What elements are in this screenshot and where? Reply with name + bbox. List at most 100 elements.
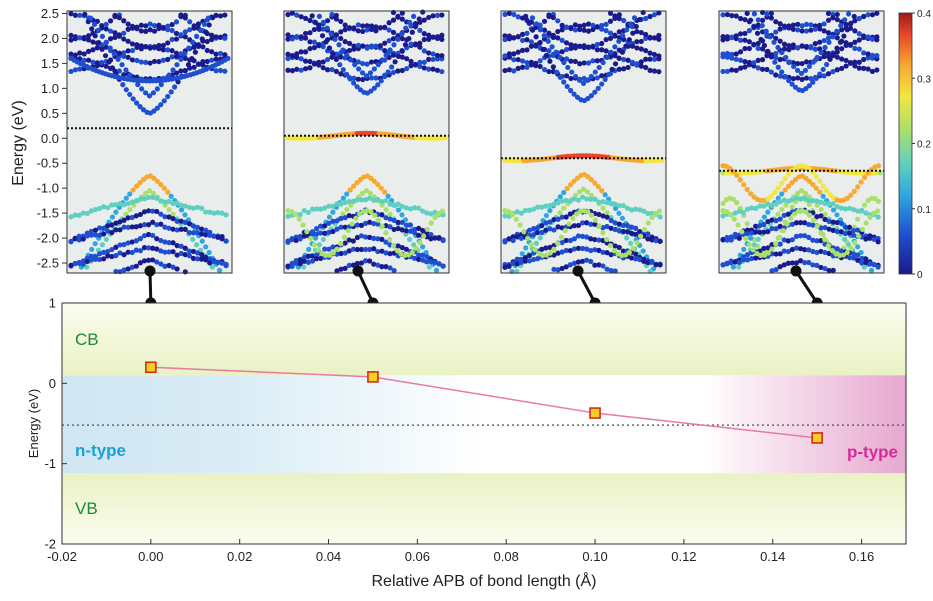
band-dot (113, 220, 119, 226)
band-y-axis-title: Energy (eV) (10, 100, 27, 185)
band-dot (867, 261, 873, 267)
band-dot (162, 263, 168, 269)
band-dot (859, 255, 865, 262)
band-dot (785, 260, 791, 266)
band-dot (607, 242, 614, 249)
band-dot (620, 32, 626, 39)
band-dot (371, 85, 377, 91)
band-dot (386, 20, 392, 26)
band-dot (790, 22, 796, 28)
band-dot (209, 32, 215, 38)
band-dot (426, 56, 432, 62)
band-dot (424, 254, 430, 260)
band-dot (802, 260, 808, 266)
band-dot (362, 220, 369, 226)
band-dot (651, 35, 658, 41)
band-dot (195, 61, 202, 67)
band-dot (535, 230, 541, 236)
band-dot (151, 44, 158, 50)
band-dot (211, 210, 217, 216)
band-dot (834, 228, 840, 235)
band-dot (395, 201, 401, 207)
band-dot (523, 245, 529, 251)
band-dot (543, 245, 549, 251)
band-dot (298, 34, 304, 40)
band-dot (616, 202, 622, 209)
band-dot (174, 227, 180, 233)
band-dot (547, 226, 553, 232)
band-dot (430, 13, 436, 19)
band-dot (588, 221, 594, 227)
band-dot (92, 241, 98, 247)
band-dot (768, 193, 774, 199)
band-dot (313, 256, 320, 262)
band-dot (403, 222, 409, 228)
band-dot (656, 69, 662, 75)
band-dot (821, 21, 827, 27)
band-dot (865, 12, 871, 18)
band-dot (68, 262, 74, 268)
band-dot (533, 240, 540, 246)
band-dot (328, 31, 334, 37)
band-dot (751, 24, 757, 30)
band-dot (85, 33, 92, 39)
band-dot (109, 229, 115, 236)
band-dot (373, 43, 379, 49)
band-dot (125, 266, 131, 272)
band-dot (130, 187, 136, 193)
band-dot (777, 264, 783, 270)
band-dot (782, 73, 788, 80)
band-dot (608, 49, 614, 55)
band-dot (861, 33, 867, 39)
band-dot (143, 28, 149, 34)
band-dot (514, 209, 520, 215)
band-dot (596, 199, 602, 205)
band-dot (863, 259, 869, 266)
band-dot (217, 67, 224, 74)
connector-dot (790, 265, 802, 277)
band-dot (724, 68, 730, 74)
band-dot (729, 55, 735, 61)
band-dot (90, 59, 96, 65)
band-dot (426, 32, 432, 38)
band-dot (190, 205, 197, 211)
band-dot (616, 228, 622, 234)
band-dot (216, 267, 223, 273)
band-dot (428, 236, 434, 242)
band-dot (364, 45, 370, 51)
band-dot (773, 251, 779, 257)
band-dot (604, 266, 610, 272)
band-dot (326, 229, 332, 235)
colorbar-ticks: 0.40.30.20.10 (912, 9, 931, 281)
band-dot (557, 74, 563, 80)
band-dot (315, 247, 321, 253)
band-dot (841, 33, 847, 39)
band-dot (77, 35, 83, 41)
band-dot (129, 249, 135, 256)
band-dot (141, 258, 148, 264)
band-dot (192, 49, 198, 55)
band-dot (121, 50, 127, 56)
band-dot (129, 199, 135, 205)
band-dot (420, 9, 426, 15)
band-dot (518, 259, 524, 266)
band-dot (751, 11, 758, 17)
band-dot (138, 22, 144, 28)
band-dot (405, 252, 412, 258)
band-dot (638, 233, 644, 239)
band-dot (824, 188, 830, 194)
band-dot (439, 36, 445, 42)
band-dot (543, 52, 550, 59)
band-dot (822, 44, 828, 51)
band-dot (761, 252, 768, 258)
band-dot (757, 229, 763, 235)
band-dot (367, 234, 373, 240)
band-dot (169, 27, 175, 34)
band-dot (530, 27, 536, 33)
band-dot (733, 33, 739, 39)
band-dot (826, 218, 832, 224)
band-dot (575, 197, 582, 203)
band-dot (526, 258, 533, 264)
band-dot (584, 257, 590, 263)
band-dot (590, 58, 596, 64)
